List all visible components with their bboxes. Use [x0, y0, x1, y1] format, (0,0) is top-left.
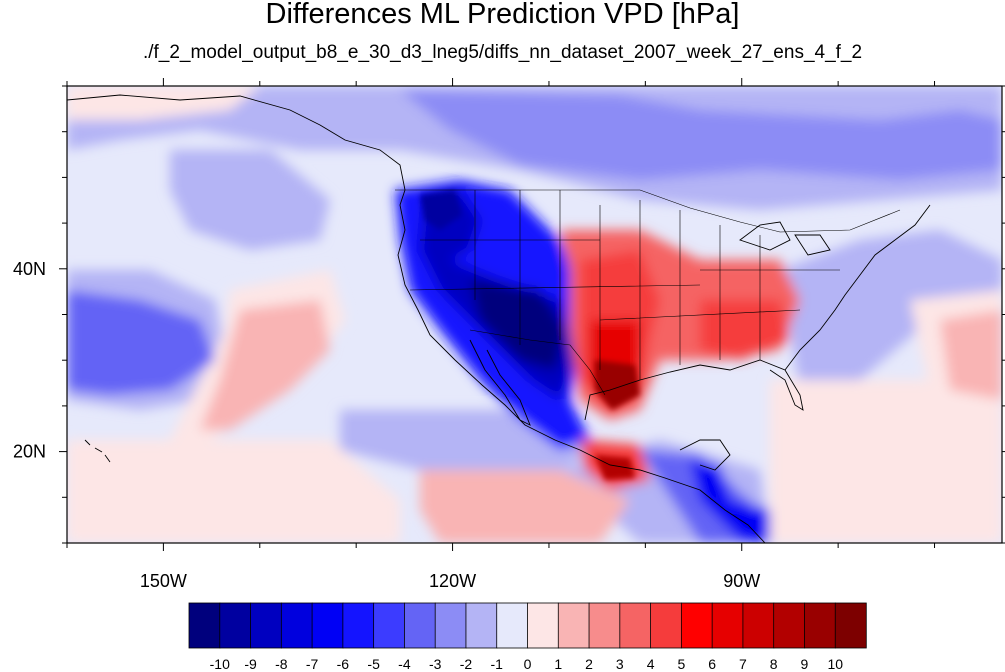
field-blue-central-america	[690, 460, 770, 543]
colorbar-swatch	[373, 602, 406, 649]
x-tick-label: 120W	[429, 571, 476, 591]
field-red-southeast	[700, 300, 790, 360]
coastlines	[67, 94, 931, 543]
colorbar-swatch	[434, 602, 467, 649]
field-dark-red-texas	[595, 360, 640, 410]
colorbar-swatch	[650, 602, 683, 649]
colorbar-swatch	[404, 602, 436, 649]
colorbar-label: -4	[398, 656, 411, 672]
colorbar-label: 4	[647, 656, 655, 672]
colorbar: -10 -9 -8 -7 -6 -5 -4 -3 -2 -1 0 1 2 3 4 5 6 7 8 9 10	[188, 602, 867, 672]
colorbar-swatch	[834, 602, 867, 649]
field-darkest-blue-west	[470, 280, 565, 370]
colorbar-swatch	[280, 602, 313, 649]
colorbar-swatch	[711, 602, 744, 649]
field-light-red	[940, 310, 1002, 400]
y-tick-label: 40N	[13, 259, 46, 279]
great-lakes	[739, 221, 831, 256]
field-dark-red-mexico	[595, 455, 635, 480]
political-borders	[395, 189, 901, 396]
x-tick-label: 150W	[140, 571, 187, 591]
colorbar-label: -5	[367, 656, 380, 672]
colorbar-swatch	[342, 602, 375, 649]
colorbar-swatch	[188, 602, 221, 649]
field-pale-red	[67, 440, 400, 543]
us-mexico-border	[469, 329, 606, 396]
east-coast	[784, 204, 931, 371]
field-light-blue	[170, 150, 330, 250]
colorbar-label: -8	[275, 656, 288, 672]
colorbar-label: 5	[677, 656, 685, 672]
difference-field	[67, 86, 1002, 543]
colorbar-label: 0	[524, 656, 532, 672]
map-subtitle: ./f_2_model_output_b8_e_30_d3_lneg5/diff…	[142, 42, 863, 63]
colorbar-label: -3	[429, 656, 442, 672]
colorbar-swatch	[465, 602, 498, 649]
colorbar-label: -1	[491, 656, 504, 672]
state-lines	[409, 190, 840, 380]
colorbar-label: 7	[739, 656, 747, 672]
colorbar-swatch	[742, 602, 775, 649]
baja-california	[469, 339, 531, 426]
field-dark-blue-rockies	[420, 190, 462, 230]
hawaii	[84, 439, 111, 463]
field-pale-red	[770, 380, 1002, 543]
north-america-west-coast	[67, 94, 766, 543]
colorbar-swatch	[250, 602, 283, 649]
map-title: Differences ML Prediction VPD [hPa]	[265, 0, 740, 30]
colorbar-label: 3	[616, 656, 624, 672]
colorbar-swatch	[219, 602, 252, 649]
field-mid-blue	[67, 290, 215, 395]
colorbar-label: -6	[337, 656, 350, 672]
gulf-of-mexico-coast	[584, 359, 804, 421]
colorbar-label: -7	[306, 656, 319, 672]
field-mid-blue	[400, 90, 1002, 180]
colorbar-swatch	[588, 602, 621, 649]
colorbar-swatch	[680, 602, 713, 649]
colorbar-swatch	[804, 602, 836, 649]
colorbar-label: -2	[460, 656, 473, 672]
colorbar-label: 2	[585, 656, 593, 672]
y-tick-label: 20N	[13, 442, 46, 462]
colorbar-label: 1	[554, 656, 562, 672]
colorbar-label: 9	[801, 656, 809, 672]
us-canada-border	[395, 189, 901, 233]
colorbar-swatch	[496, 602, 529, 649]
colorbar-swatch	[311, 602, 344, 649]
field-light-red	[200, 300, 330, 430]
yucatan	[679, 439, 731, 471]
colorbar-label: -9	[244, 656, 257, 672]
colorbar-swatch	[527, 602, 559, 649]
colorbar-label: -10	[210, 656, 230, 672]
colorbar-swatch	[557, 602, 590, 649]
colorbar-label: 8	[770, 656, 778, 672]
x-tick-label: 90W	[723, 571, 760, 591]
colorbar-label: 10	[827, 656, 843, 672]
axis-labels: 150W 120W 90W 40N 20N	[13, 259, 760, 591]
field-pale-red	[67, 86, 260, 120]
colorbar-swatch	[773, 602, 806, 649]
colorbar-label: 6	[708, 656, 716, 672]
field-light-red	[420, 470, 630, 543]
colorbar-swatch	[619, 602, 652, 649]
